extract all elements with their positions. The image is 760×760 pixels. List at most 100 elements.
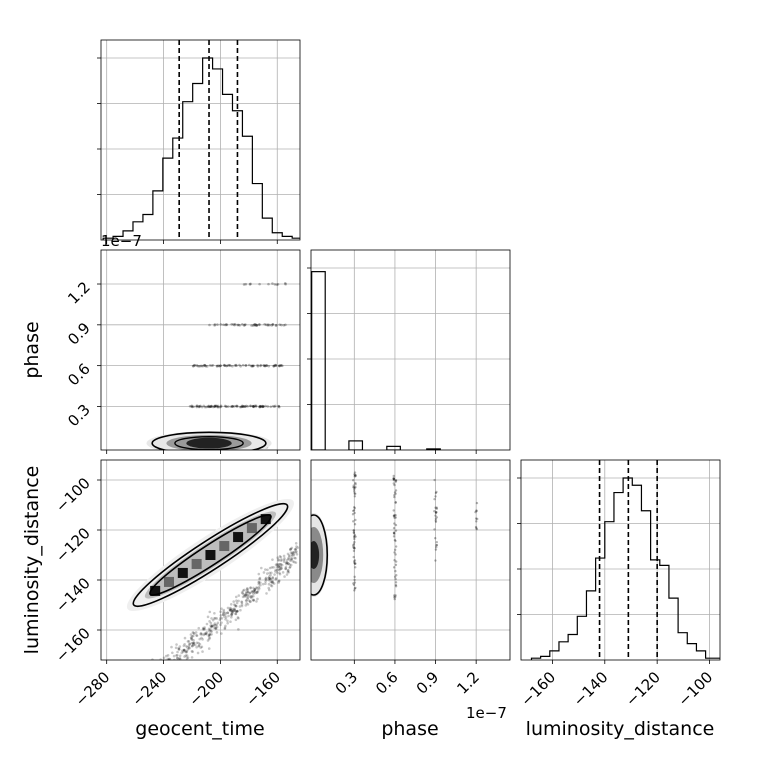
scatter-point xyxy=(353,589,356,592)
scatter-point xyxy=(474,510,477,514)
scatter-point xyxy=(394,514,397,517)
scatter-point xyxy=(209,405,213,408)
scatter-point xyxy=(233,608,237,612)
scatter-point xyxy=(213,626,216,630)
y-tick-label: 0.6 xyxy=(64,360,94,390)
scatter-point xyxy=(228,363,231,367)
scatter-point xyxy=(219,323,223,326)
scatter-point xyxy=(392,482,395,485)
scatter-point xyxy=(271,576,275,579)
scatter-point xyxy=(233,604,237,607)
scatter-point xyxy=(230,613,233,616)
x-tick-label: −200 xyxy=(185,668,227,710)
scatter-point xyxy=(394,479,398,482)
scatter-point xyxy=(214,627,218,631)
scatter-point xyxy=(198,405,202,408)
scatter-point xyxy=(267,588,271,592)
scatter-point xyxy=(186,648,190,651)
scatter-point xyxy=(116,709,119,712)
histogram-bin xyxy=(577,616,586,660)
scatter-point xyxy=(277,558,280,561)
scatter-point xyxy=(240,600,243,603)
scatter-point xyxy=(209,629,213,633)
scatter-point xyxy=(256,590,259,594)
scatter-point xyxy=(245,590,248,594)
scatter-point xyxy=(226,621,229,625)
scatter-point xyxy=(177,647,180,650)
scatter-point xyxy=(352,484,355,487)
scatter-point xyxy=(394,523,398,527)
scatter-point xyxy=(241,405,245,408)
scatter-point xyxy=(249,364,253,368)
scatter-point xyxy=(434,548,438,551)
histogram-bin xyxy=(173,138,183,240)
panel-border xyxy=(310,459,511,661)
scatter-point xyxy=(393,516,396,519)
scatter-point xyxy=(247,599,251,602)
scatter-point xyxy=(123,700,126,703)
scatter-point xyxy=(207,634,211,637)
scatter-point xyxy=(225,323,229,327)
scatter-point xyxy=(286,557,290,560)
scatter-point xyxy=(393,597,396,601)
scatter-point xyxy=(128,689,131,692)
scatter-point xyxy=(253,323,256,327)
scatter-point xyxy=(231,612,234,615)
scatter-point xyxy=(275,323,278,327)
scatter-point xyxy=(353,475,356,478)
scatter-point xyxy=(261,405,265,408)
scatter-point xyxy=(168,662,171,665)
panel-lumdist-hist-content xyxy=(521,460,720,660)
scatter-point xyxy=(289,559,292,562)
scatter-point xyxy=(278,568,281,572)
histogram-bin xyxy=(193,83,203,240)
scatter-point xyxy=(251,324,255,327)
scatter-point xyxy=(114,707,117,710)
scatter-point xyxy=(216,621,220,625)
scatter-point xyxy=(265,364,269,367)
scatter-point xyxy=(190,641,194,645)
scatter-point xyxy=(192,364,195,368)
scatter-point xyxy=(195,404,198,408)
scatter-point xyxy=(232,600,236,603)
scatter-point xyxy=(273,364,276,367)
scatter-point xyxy=(226,364,229,368)
scatter-point xyxy=(185,649,189,653)
y-offset-text-phase: 1e−7 xyxy=(101,232,142,250)
scatter-point xyxy=(147,671,150,674)
scatter-point xyxy=(234,618,238,622)
scatter-point xyxy=(231,609,234,613)
scatter-point xyxy=(224,616,228,619)
scatter-point xyxy=(258,577,261,581)
scatter-point xyxy=(249,404,252,408)
scatter-point xyxy=(246,603,250,606)
scatter-point xyxy=(392,531,396,535)
scatter-point xyxy=(254,405,258,408)
scatter-point xyxy=(237,616,240,620)
scatter-point xyxy=(235,609,239,613)
scatter-point xyxy=(167,663,170,666)
scatter-point xyxy=(232,609,235,613)
scatter-point xyxy=(271,576,274,580)
scatter-point xyxy=(117,694,120,697)
scatter-point xyxy=(248,591,252,595)
scatter-point xyxy=(268,575,271,578)
scatter-point xyxy=(352,529,356,532)
scatter-point xyxy=(282,560,286,563)
scatter-point xyxy=(175,654,178,657)
scatter-point xyxy=(224,405,228,408)
scatter-point xyxy=(204,364,208,368)
scatter-point xyxy=(203,626,206,629)
scatter-point xyxy=(227,363,230,367)
scatter-point xyxy=(244,591,248,595)
scatter-point xyxy=(264,577,267,581)
x-axis-label-phase: phase xyxy=(381,718,438,740)
scatter-point xyxy=(393,596,396,599)
scatter-point xyxy=(110,713,113,716)
scatter-point xyxy=(210,404,213,408)
scatter-point xyxy=(434,511,438,515)
scatter-point xyxy=(239,364,242,368)
scatter-point xyxy=(241,595,245,599)
scatter-point xyxy=(185,654,189,657)
scatter-point xyxy=(192,639,195,642)
